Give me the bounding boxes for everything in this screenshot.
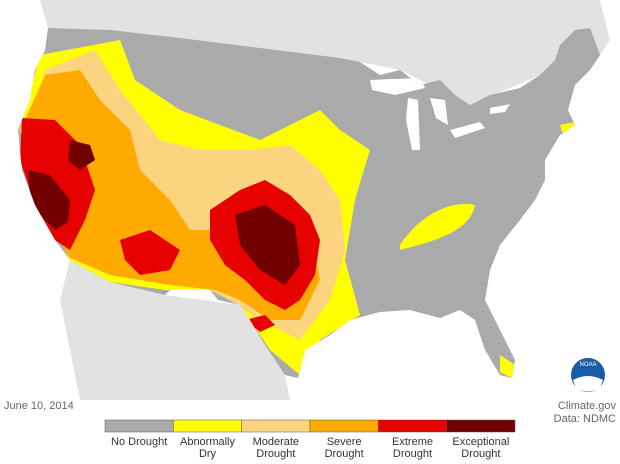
legend-label: Severe Drought	[324, 436, 364, 460]
exceptional-area	[28, 140, 300, 285]
legend	[104, 419, 516, 433]
legend-label: Extreme Drought	[392, 436, 433, 460]
logo-text: NOAA	[579, 362, 596, 368]
legend-label: Exceptional Drought	[452, 436, 510, 460]
extreme-area	[20, 118, 320, 332]
legend-swatch	[309, 419, 379, 433]
legend-swatch	[241, 419, 311, 433]
legend-swatch	[378, 419, 447, 433]
legend-label: No Drought	[111, 436, 168, 448]
great-lakes	[370, 78, 510, 150]
noaa-logo: NOAA	[569, 356, 607, 394]
credit: Data: NDMC	[553, 413, 616, 425]
mexico	[60, 260, 290, 400]
legend-swatch	[173, 419, 242, 433]
legend-label: Moderate Drought	[252, 436, 300, 460]
canada	[40, 0, 610, 105]
source: Climate.gov	[557, 400, 616, 412]
legend-swatch	[104, 419, 174, 433]
date: June 10, 2014	[4, 400, 74, 412]
legend-label: Abnormally Dry	[179, 436, 236, 460]
legend-swatch	[446, 419, 516, 433]
